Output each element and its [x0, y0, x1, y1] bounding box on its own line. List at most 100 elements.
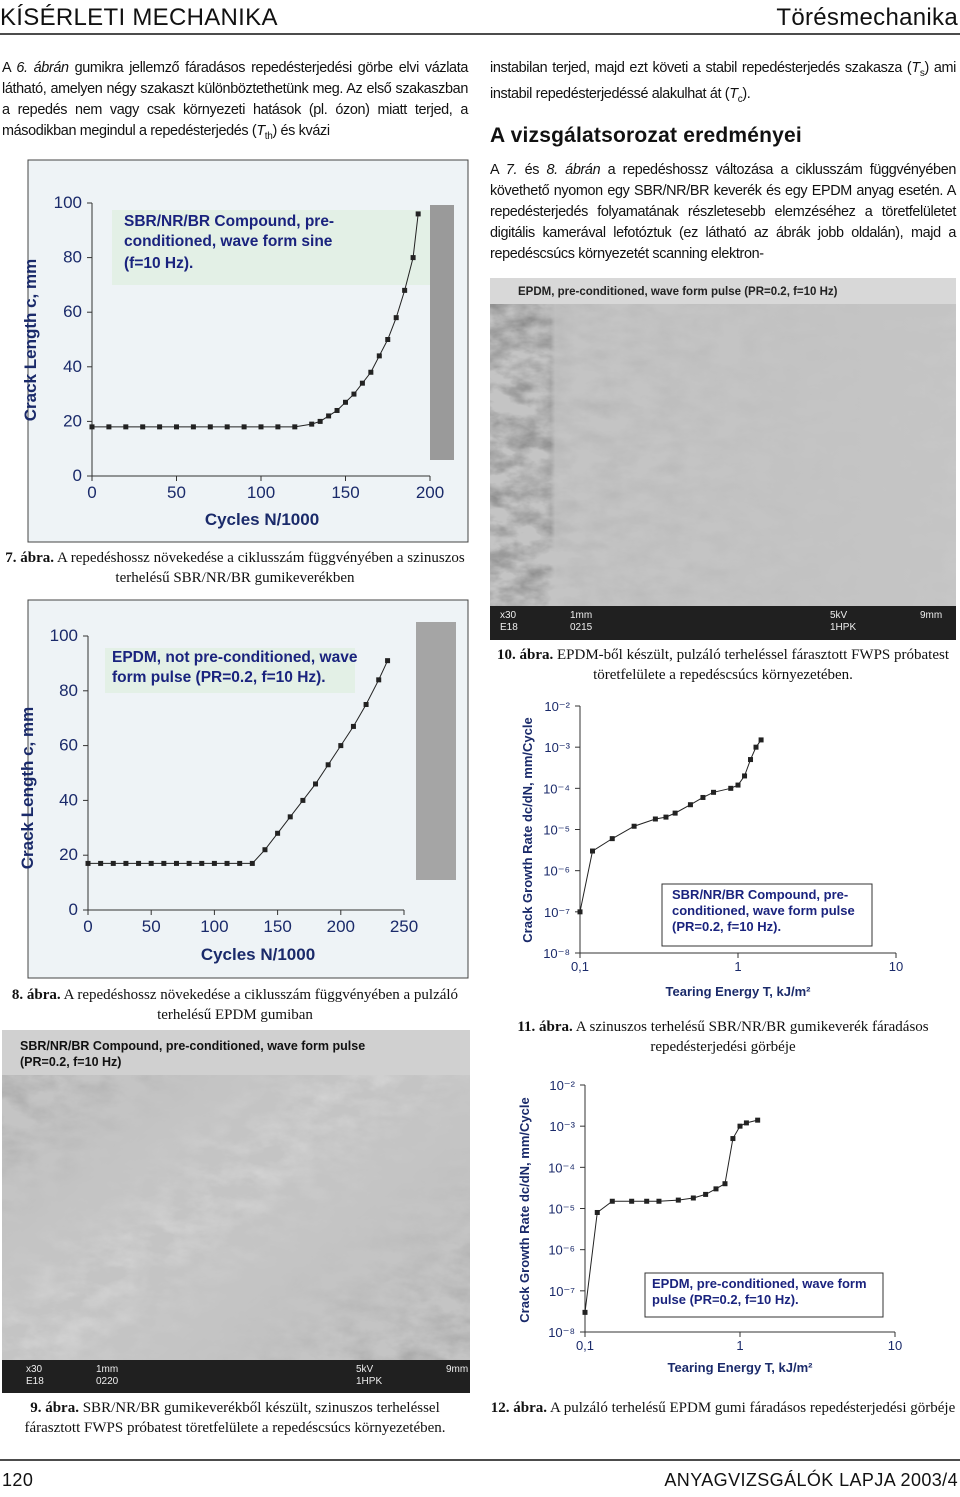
data-point [161, 860, 167, 866]
y-tick-label: 60 [59, 736, 78, 755]
y-tick-label: 10⁻⁸ [548, 1325, 575, 1340]
data-point [186, 860, 192, 866]
data-point [123, 860, 129, 866]
page-number: 120 [2, 1470, 34, 1490]
data-point [190, 424, 196, 430]
data-point [376, 677, 382, 683]
caption-text: A pulzáló terhelésű EPDM gumi fáradásos … [549, 1400, 956, 1416]
x-axis-title: Cycles N/1000 [201, 945, 315, 964]
data-point [402, 287, 408, 293]
data-point [728, 785, 734, 791]
sem-bottom-bar [490, 606, 956, 640]
legend-text: EPDM, not pre-conditioned, wave [112, 649, 358, 666]
caption-label: 7. ábra. [5, 550, 54, 566]
x-axis-title: Cycles N/1000 [205, 510, 319, 529]
data-point [334, 407, 340, 413]
y-tick-label: 100 [54, 193, 82, 212]
legend-text: SBR/NR/BR Compound, pre- [672, 887, 848, 902]
paragraph: A 7. és 8. ábrán a repedéshossz változás… [490, 160, 956, 265]
y-tick-label: 10⁻³ [544, 740, 570, 755]
x-tick-label: 200 [416, 483, 444, 502]
text-run: ) és kvázi [272, 123, 330, 139]
data-point [313, 781, 319, 787]
data-point [89, 424, 95, 430]
data-point [385, 337, 391, 342]
caption-label: 8. ábra. [11, 987, 61, 1003]
y-axis-title: Crack Growth Rate dc/dN, mm/Cycle [520, 717, 535, 942]
image-footer: x30 [26, 1364, 43, 1375]
data-point [350, 723, 356, 729]
data-point [748, 757, 754, 763]
data-point [737, 1123, 743, 1129]
image-footer: 5kV [356, 1364, 374, 1375]
y-tick-label: 40 [63, 357, 82, 376]
y-tick-label: 10⁻⁸ [543, 946, 570, 961]
legend-text: pulse (PR=0.2, f=10 Hz). [652, 1292, 799, 1307]
image-footer: 9mm [446, 1364, 468, 1375]
data-point [713, 1186, 719, 1192]
text-run: c [737, 93, 743, 105]
legend-text: SBR/NR/BR Compound, pre- [124, 213, 334, 230]
text-run: ) ami instabil repedésterjedéssé alakulh… [490, 60, 956, 102]
text-run: 7. [505, 162, 518, 178]
image-footer: 0215 [570, 622, 593, 633]
text-run: T [911, 60, 920, 76]
caption-text: SBR/NR/BR gumikeverékből készült, szinus… [24, 1400, 446, 1436]
y-tick-label: 80 [59, 681, 78, 700]
text-run: 8. ábrán [546, 162, 601, 178]
image-footer: x30 [500, 610, 517, 621]
legend-bg [112, 210, 430, 285]
data-point [742, 773, 748, 779]
text-run: a repedéshossz változása a ciklusszám fü… [490, 162, 957, 262]
caption: 9. ábra. SBR/NR/BR gumikeverékből készül… [2, 1398, 468, 1438]
data-point [755, 1117, 761, 1123]
data-point [317, 418, 323, 424]
image-footer: 1HPK [830, 622, 856, 633]
data-point [722, 1181, 728, 1187]
image-footer: 0220 [96, 1376, 119, 1387]
data-point [730, 1136, 736, 1142]
y-axis-title: Crack Length c, mm [18, 707, 37, 870]
data-point [363, 702, 369, 707]
y-tick-label: 10⁻⁴ [548, 1160, 575, 1175]
data-point [758, 737, 764, 743]
data-point [385, 658, 391, 664]
caption-label: 10. ábra. [497, 647, 554, 663]
caption: 7. ábra. A repedéshossz növekedése a cik… [2, 548, 468, 588]
data-point [652, 816, 658, 822]
y-tick-label: 100 [50, 626, 78, 645]
data-point [663, 814, 669, 820]
image-footer: 5kV [830, 610, 848, 621]
caption-label: 9. ábra. [30, 1400, 79, 1416]
x-tick-label: 100 [247, 483, 275, 502]
legend-box [644, 1272, 884, 1318]
data-point [594, 1209, 600, 1215]
y-tick-label: 20 [59, 845, 78, 864]
data-point [631, 823, 637, 829]
legend-text: conditioned, wave form pulse [672, 903, 855, 918]
x-tick-label: 0 [87, 483, 96, 502]
section-heading: A vizsgálatsorozat eredményei [490, 124, 802, 147]
y-tick-label: 10⁻⁷ [544, 905, 570, 920]
y-tick-label: 10⁻⁵ [548, 1202, 575, 1217]
x-tick-label: 0,1 [571, 959, 589, 974]
text-run: 6. ábrán [16, 60, 69, 76]
data-point [609, 1198, 615, 1204]
y-tick-label: 80 [63, 248, 82, 267]
y-tick-label: 60 [63, 302, 82, 321]
image-footer: 9mm [920, 610, 942, 621]
x-tick-label: 200 [327, 917, 355, 936]
y-axis-title: Crack Growth Rate dc/dN, mm/Cycle [517, 1097, 532, 1322]
legend-box [661, 883, 873, 947]
x-tick-label: 150 [331, 483, 359, 502]
y-tick-label: 10⁻⁴ [543, 781, 570, 796]
data-point [262, 847, 268, 853]
data-point [577, 909, 583, 915]
y-axis-title: Crack Length c, mm [21, 259, 40, 422]
x-tick-label: 0 [83, 917, 92, 936]
data-point [157, 424, 163, 430]
data-point [368, 369, 374, 375]
data-point [656, 1198, 662, 1204]
legend-text: (f=10 Hz). [124, 255, 193, 272]
legend-text: conditioned, wave form sine [124, 233, 333, 250]
